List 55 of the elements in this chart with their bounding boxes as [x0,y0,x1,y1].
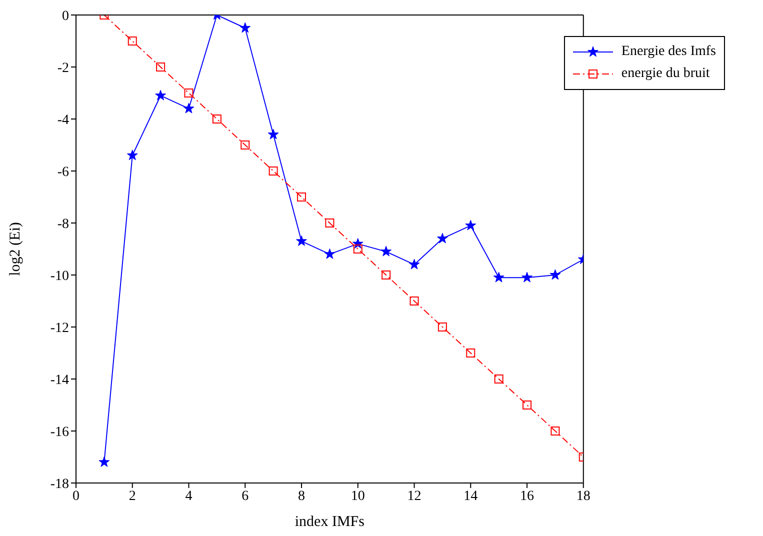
x-tick-label: 6 [242,488,249,504]
x-tick-label: 2 [128,488,136,504]
y-tick-label: -14 [50,372,69,388]
y-tick-label: -18 [50,476,69,492]
x-tick-label: 4 [185,488,192,504]
y-tick-label: -16 [50,424,69,440]
x-tick-label: 16 [520,488,534,504]
y-tick-label: -12 [50,320,69,336]
y-tick-label: -6 [57,164,69,180]
point [493,272,504,282]
point [550,269,561,280]
point [268,166,278,176]
point [410,296,419,306]
point [436,232,448,244]
y-axis-title: log2 (Ei) [7,222,24,276]
x-tick-label: 10 [350,488,365,504]
point [240,140,250,150]
point [408,258,420,270]
legend-label: energie du bruit [621,66,710,82]
x-tick-label: 14 [464,488,478,504]
point [183,102,194,114]
point [126,150,138,160]
y-tick-label: -4 [57,112,69,128]
y-tick-label: -10 [50,268,69,284]
x-tick-label: 18 [576,488,590,504]
point [438,322,447,332]
x-axis-title: index IMFs [294,514,365,530]
point [466,348,476,358]
y-tick-label: 0 [62,8,69,24]
y-tick-label: -8 [57,216,69,232]
point [184,88,194,98]
point [522,400,532,410]
point [296,235,307,246]
x-tick-label: 8 [298,488,306,504]
point [382,270,391,280]
legend-label: Energie des Imfs [621,44,716,60]
point [156,62,166,72]
y-tick-label: -2 [57,60,69,76]
point [268,128,279,140]
x-tick-label: 0 [72,488,80,504]
point [494,374,504,384]
point [325,218,334,228]
point [155,90,166,100]
point [98,456,110,467]
point [380,246,392,256]
point [522,272,532,282]
point [465,220,476,230]
point [128,36,137,46]
point [240,22,251,33]
x-tick-label: 12 [407,488,422,504]
point [353,244,362,254]
point [297,192,306,202]
point [212,114,222,124]
point [324,248,336,259]
point [550,426,560,436]
